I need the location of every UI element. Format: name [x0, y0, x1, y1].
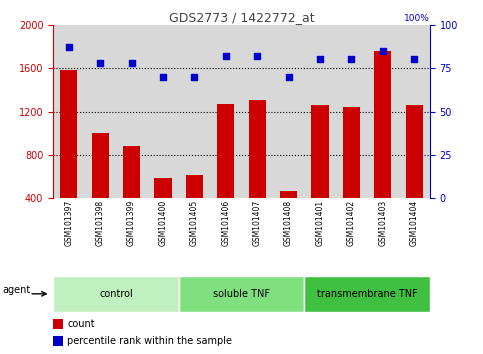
Bar — [53, 276, 179, 312]
Bar — [280, 191, 297, 198]
Text: control: control — [99, 289, 133, 299]
Point — [65, 45, 73, 50]
Point — [379, 48, 387, 53]
Bar — [123, 146, 140, 198]
Bar — [53, 319, 63, 329]
Bar — [343, 107, 360, 198]
Point — [159, 74, 167, 80]
Bar — [312, 105, 328, 198]
Text: agent: agent — [3, 285, 31, 295]
Point — [316, 57, 324, 62]
Text: transmembrane TNF: transmembrane TNF — [317, 289, 417, 299]
Text: count: count — [68, 319, 95, 329]
Bar — [304, 276, 430, 312]
Text: percentile rank within the sample: percentile rank within the sample — [68, 336, 232, 346]
Point — [411, 57, 418, 62]
Point — [191, 74, 199, 80]
Point — [348, 57, 355, 62]
Bar — [186, 176, 203, 198]
Point — [285, 74, 293, 80]
Point — [253, 53, 261, 59]
Bar — [179, 276, 304, 312]
Point — [97, 60, 104, 66]
Bar — [249, 99, 266, 198]
Text: 100%: 100% — [404, 14, 430, 23]
Bar — [155, 178, 171, 198]
Bar — [374, 51, 391, 198]
Text: soluble TNF: soluble TNF — [213, 289, 270, 299]
Bar — [217, 104, 234, 198]
Bar — [406, 105, 423, 198]
Bar — [60, 70, 77, 198]
Bar — [92, 133, 109, 198]
Point — [222, 53, 230, 59]
Bar — [53, 336, 63, 346]
Title: GDS2773 / 1422772_at: GDS2773 / 1422772_at — [169, 11, 314, 24]
Point — [128, 60, 135, 66]
